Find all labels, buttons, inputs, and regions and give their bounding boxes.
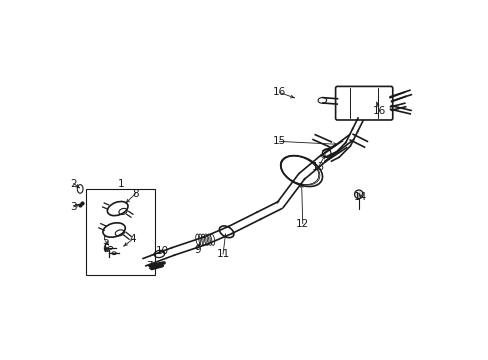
Text: 16: 16 [372, 107, 386, 116]
Text: 15: 15 [272, 136, 285, 147]
Text: 12: 12 [296, 219, 309, 229]
Text: 9: 9 [194, 245, 200, 255]
Text: 6: 6 [102, 244, 109, 253]
Text: 14: 14 [353, 192, 366, 202]
Ellipse shape [354, 190, 363, 199]
Text: 11: 11 [216, 249, 229, 259]
Text: 2: 2 [70, 179, 77, 189]
FancyBboxPatch shape [335, 86, 392, 120]
Text: 1: 1 [118, 179, 124, 189]
Text: 13: 13 [311, 162, 324, 172]
Text: 10: 10 [156, 247, 168, 256]
Text: 4: 4 [129, 234, 136, 244]
Text: 3: 3 [70, 202, 77, 212]
Text: 7: 7 [146, 261, 153, 271]
Text: 8: 8 [132, 189, 139, 199]
Bar [85, 189, 155, 275]
Text: 5: 5 [102, 236, 108, 246]
Text: 16: 16 [272, 87, 285, 98]
